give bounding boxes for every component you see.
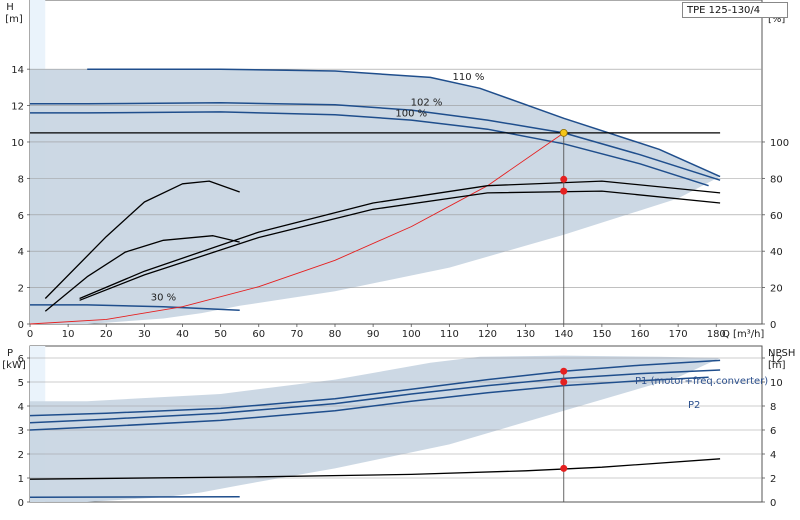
- x-tick-label: 90: [367, 329, 380, 340]
- y-left-tick-label: 6: [18, 211, 24, 222]
- y-right-axis-unit: [%]: [768, 14, 785, 25]
- series-line-8: [44, 180, 240, 299]
- x-tick-label: 60: [252, 329, 265, 340]
- y-right-tick-label: 6: [770, 426, 776, 437]
- series-line-5: [29, 132, 565, 325]
- legend-p1: P1 (motor+freq.converter): [635, 376, 768, 387]
- duty-point-1: [560, 378, 568, 386]
- series-line-1: [30, 102, 721, 181]
- y-right-tick-label: 0: [770, 320, 776, 331]
- x-tick-label: 100: [402, 329, 421, 340]
- y-left-axis-label: H: [6, 2, 14, 13]
- x-tick-label: 10: [62, 329, 75, 340]
- series-line-2: [30, 111, 709, 187]
- y-left-tick-label: 0: [18, 498, 24, 509]
- y-left-tick-label: 4: [18, 402, 24, 413]
- y-left-tick-label: 4: [18, 247, 24, 258]
- y-left-tick-label: 12: [11, 102, 24, 113]
- curve-label: 100 %: [395, 108, 427, 119]
- y-right-tick-label: 4: [770, 450, 776, 461]
- x-tick-label: 130: [516, 329, 535, 340]
- y-right-tick-label: 80: [770, 174, 783, 185]
- x-tick-label: 40: [176, 329, 189, 340]
- duty-point-2: [560, 187, 568, 195]
- y-right-tick-label: 0: [770, 498, 776, 509]
- series-line-7: [79, 190, 721, 301]
- y-left-tick-label: 0: [18, 320, 24, 331]
- curve-label: 30 %: [151, 292, 176, 303]
- y-left-tick-label: 8: [18, 174, 24, 185]
- y-left-tick-label: 14: [11, 65, 24, 76]
- series-line-2: [29, 376, 709, 431]
- y-right-tick-label: 2: [770, 474, 776, 485]
- curve-label: 110 %: [453, 72, 485, 83]
- series-line-6: [79, 180, 721, 300]
- y-right-tick-label: 20: [770, 284, 783, 295]
- chart-title: TPE 125-130/4: [682, 2, 788, 18]
- duty-point-2: [560, 464, 568, 472]
- y-right-axis-unit: [m]: [768, 360, 786, 371]
- x-tick-label: 70: [291, 329, 304, 340]
- y-right-tick-label: 40: [770, 247, 783, 258]
- x-tick-label: 180: [707, 329, 726, 340]
- y-left-tick-label: 2: [18, 284, 24, 295]
- operating-envelope: [30, 355, 721, 502]
- series-line-0: [87, 68, 721, 178]
- x-tick-label: 160: [630, 329, 649, 340]
- y-right-tick-label: 8: [770, 402, 776, 413]
- y-left-tick-label: 5: [18, 378, 24, 389]
- x-tick-label: 150: [592, 329, 611, 340]
- y-left-tick-label: 10: [11, 138, 24, 149]
- x-tick-label: 140: [554, 329, 573, 340]
- series-line-3: [30, 304, 240, 312]
- x-tick-label: 20: [100, 329, 113, 340]
- x-tick-label: 120: [478, 329, 497, 340]
- y-right-axis-label: NPSH: [768, 348, 795, 359]
- head-panel: 02468101214020406080100H[m]eta[%]0102030…: [5, 0, 789, 340]
- x-tick-label: 30: [138, 329, 151, 340]
- y-left-axis-unit: [m]: [5, 14, 23, 25]
- y-left-tick-label: 6: [18, 354, 24, 365]
- y-right-tick-label: 12: [770, 354, 783, 365]
- x-tick-label: 110: [440, 329, 459, 340]
- x-tick-label: 0: [27, 329, 33, 340]
- y-left-tick-label: 2: [18, 450, 24, 461]
- series-line-1: [29, 369, 721, 424]
- series-line-9: [44, 235, 240, 312]
- series-line-0: [29, 359, 721, 417]
- legend-p2: P2: [688, 400, 700, 411]
- duty-point-1: [560, 175, 568, 183]
- y-right-tick-label: 60: [770, 211, 783, 222]
- y-right-tick-label: 10: [770, 378, 783, 389]
- y-left-tick-label: 1: [18, 474, 24, 485]
- x-tick-label: 50: [214, 329, 227, 340]
- curve-label: 102 %: [411, 98, 443, 109]
- duty-point-0: [560, 367, 568, 375]
- x-tick-label: 80: [329, 329, 342, 340]
- y-right-tick-label: 100: [770, 138, 789, 149]
- series-line-3: [29, 495, 240, 498]
- y-left-axis-label: P: [7, 348, 13, 359]
- x-tick-label: 170: [669, 329, 688, 340]
- y-left-tick-label: 3: [18, 426, 24, 437]
- series-line-4: [29, 458, 721, 480]
- x-axis-label: Q [m³/h]: [722, 329, 764, 340]
- y-left-axis-unit: [kW]: [2, 360, 26, 371]
- duty-point-0: [559, 128, 568, 137]
